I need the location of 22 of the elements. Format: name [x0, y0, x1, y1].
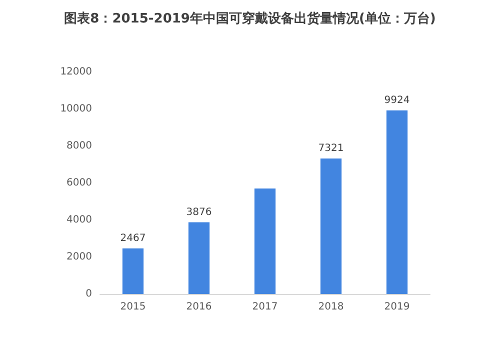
y-tick-label: 4000 [66, 214, 92, 226]
y-tick-label: 0 [86, 288, 92, 300]
chart-title: 图表8：2015-2019年中国可穿戴设备出货量情况(单位：万台) [64, 10, 436, 26]
bar [122, 248, 144, 294]
x-tick-label: 2018 [318, 302, 344, 312]
data-label: 3876 [186, 206, 212, 218]
data-label: 2467 [120, 232, 146, 244]
y-tick-label: 2000 [66, 252, 92, 262]
y-tick-label: 12000 [60, 66, 92, 78]
x-tick-label: 2016 [186, 302, 212, 312]
data-label: 9924 [384, 94, 410, 106]
y-tick-label: 10000 [60, 104, 92, 114]
bar [386, 110, 408, 294]
x-tick-label: 2017 [252, 302, 278, 312]
x-tick-label: 2015 [120, 302, 146, 312]
bar [254, 188, 276, 294]
bar [188, 222, 210, 294]
data-label: 7321 [318, 143, 344, 154]
x-tick-label: 2019 [384, 302, 410, 312]
bar [320, 158, 342, 294]
y-tick-label: 8000 [66, 140, 92, 152]
y-tick-label: 6000 [66, 178, 92, 188]
